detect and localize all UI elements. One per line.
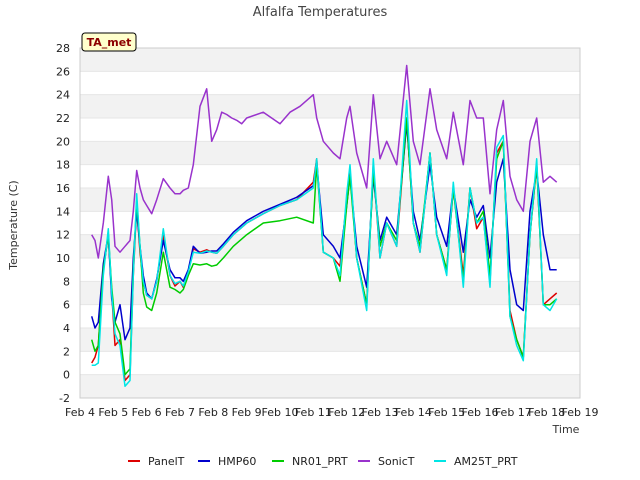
grid-band [80, 328, 580, 352]
y-tick-label: 20 [56, 135, 70, 148]
x-tick-label: Feb 6 [132, 406, 162, 419]
y-tick-label: 12 [56, 229, 70, 242]
legend-label-hmp60: HMP60 [218, 455, 256, 468]
series-line-sonict [91, 64, 558, 259]
x-tick-label: Feb 17 [495, 406, 532, 419]
grid-band [80, 48, 580, 72]
y-tick-label: 0 [63, 369, 70, 382]
x-tick-label: Feb 5 [98, 406, 128, 419]
y-tick-label: 24 [56, 89, 70, 102]
grid-band [80, 234, 580, 258]
plot-frame [79, 47, 581, 399]
x-tick-label: Feb 12 [328, 406, 365, 419]
x-tick-label: Feb 19 [562, 406, 599, 419]
y-axis-label: Temperature (C) [7, 180, 20, 270]
x-tick-label: Feb 10 [262, 406, 299, 419]
x-tick-label: Feb 16 [462, 406, 499, 419]
ta-met-tag-box [81, 32, 137, 52]
x-tick-label: Feb 8 [198, 406, 228, 419]
x-tick-label: Feb 4 [65, 406, 95, 419]
y-tick-label: 4 [63, 322, 70, 335]
grid-band [80, 141, 580, 165]
y-tick-label: 2 [63, 345, 70, 358]
y-tick-label: -2 [59, 392, 70, 405]
legend-label-sonict: SonicT [378, 455, 415, 468]
x-tick-label: Feb 15 [428, 406, 465, 419]
x-tick-label: Feb 7 [165, 406, 195, 419]
chart-title: Alfalfa Temperatures [253, 5, 388, 20]
legend-label-panelt: PanelT [148, 455, 185, 468]
grid-band [80, 281, 580, 305]
y-tick-label: 22 [56, 112, 70, 125]
y-tick-label: 10 [56, 252, 70, 265]
y-tick-label: 18 [56, 159, 70, 172]
x-tick-label: Feb 18 [528, 406, 565, 419]
y-tick-label: 26 [56, 65, 70, 78]
legend-label-nr01-prt: NR01_PRT [292, 455, 348, 468]
y-tick-label: 28 [56, 42, 70, 55]
y-tick-label: 8 [63, 275, 70, 288]
x-tick-label: Feb 13 [362, 406, 399, 419]
ta-met-tag-label: TA_met [87, 36, 132, 49]
y-tick-label: 16 [56, 182, 70, 195]
grid-band [80, 94, 580, 118]
x-axis-label: Time [552, 423, 580, 436]
ta-met-tag: TA_met [81, 32, 137, 52]
grid-bands [80, 47, 580, 399]
legend-label-am25t-prt: AM25T_PRT [454, 455, 518, 468]
x-tick-label: Feb 11 [295, 406, 332, 419]
x-tick-label: Feb 9 [232, 406, 262, 419]
y-tick-label: 6 [63, 299, 70, 312]
series-lines [90, 64, 558, 388]
series-line-am25t-prt [91, 99, 558, 388]
y-tick-label: 14 [56, 205, 70, 218]
x-axis: Feb 4 Feb 5 Feb 6 Feb 7 Feb 8 Feb 9 Feb 10Feb … [65, 406, 598, 419]
grid-band [80, 374, 580, 398]
x-tick-label: Feb 14 [395, 406, 432, 419]
legend: PanelT HMP60 NR01_PRT SonicT AM25T_PRT [128, 455, 518, 468]
